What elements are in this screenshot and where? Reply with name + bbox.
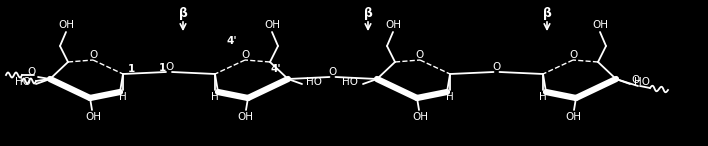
Text: H: H <box>211 92 219 102</box>
Text: 4': 4' <box>227 36 237 46</box>
Text: H: H <box>119 92 127 102</box>
Text: O: O <box>28 67 36 77</box>
Text: OH: OH <box>58 20 74 30</box>
Text: O: O <box>241 50 249 60</box>
Text: OH: OH <box>385 20 401 30</box>
Text: OH: OH <box>264 20 280 30</box>
Text: 1: 1 <box>127 64 135 74</box>
Text: HO: HO <box>634 77 650 87</box>
Text: β: β <box>178 7 188 20</box>
Text: β: β <box>542 7 552 20</box>
Text: O: O <box>165 62 173 72</box>
Text: OH: OH <box>592 20 608 30</box>
Text: HO: HO <box>342 77 358 87</box>
Text: 1: 1 <box>159 63 166 73</box>
Text: O: O <box>569 50 577 60</box>
Text: HO: HO <box>306 77 322 87</box>
Text: O: O <box>632 75 640 85</box>
Text: OH: OH <box>85 112 101 122</box>
Text: O: O <box>416 50 424 60</box>
Text: O: O <box>89 50 97 60</box>
Text: O: O <box>329 67 336 77</box>
Text: OH: OH <box>412 112 428 122</box>
Text: β: β <box>364 7 372 20</box>
Text: 4': 4' <box>270 64 281 74</box>
Text: H: H <box>539 92 547 102</box>
Text: HO: HO <box>15 77 31 87</box>
Text: H: H <box>446 92 454 102</box>
Text: OH: OH <box>565 112 581 122</box>
Text: OH: OH <box>237 112 253 122</box>
Text: O: O <box>492 62 501 72</box>
